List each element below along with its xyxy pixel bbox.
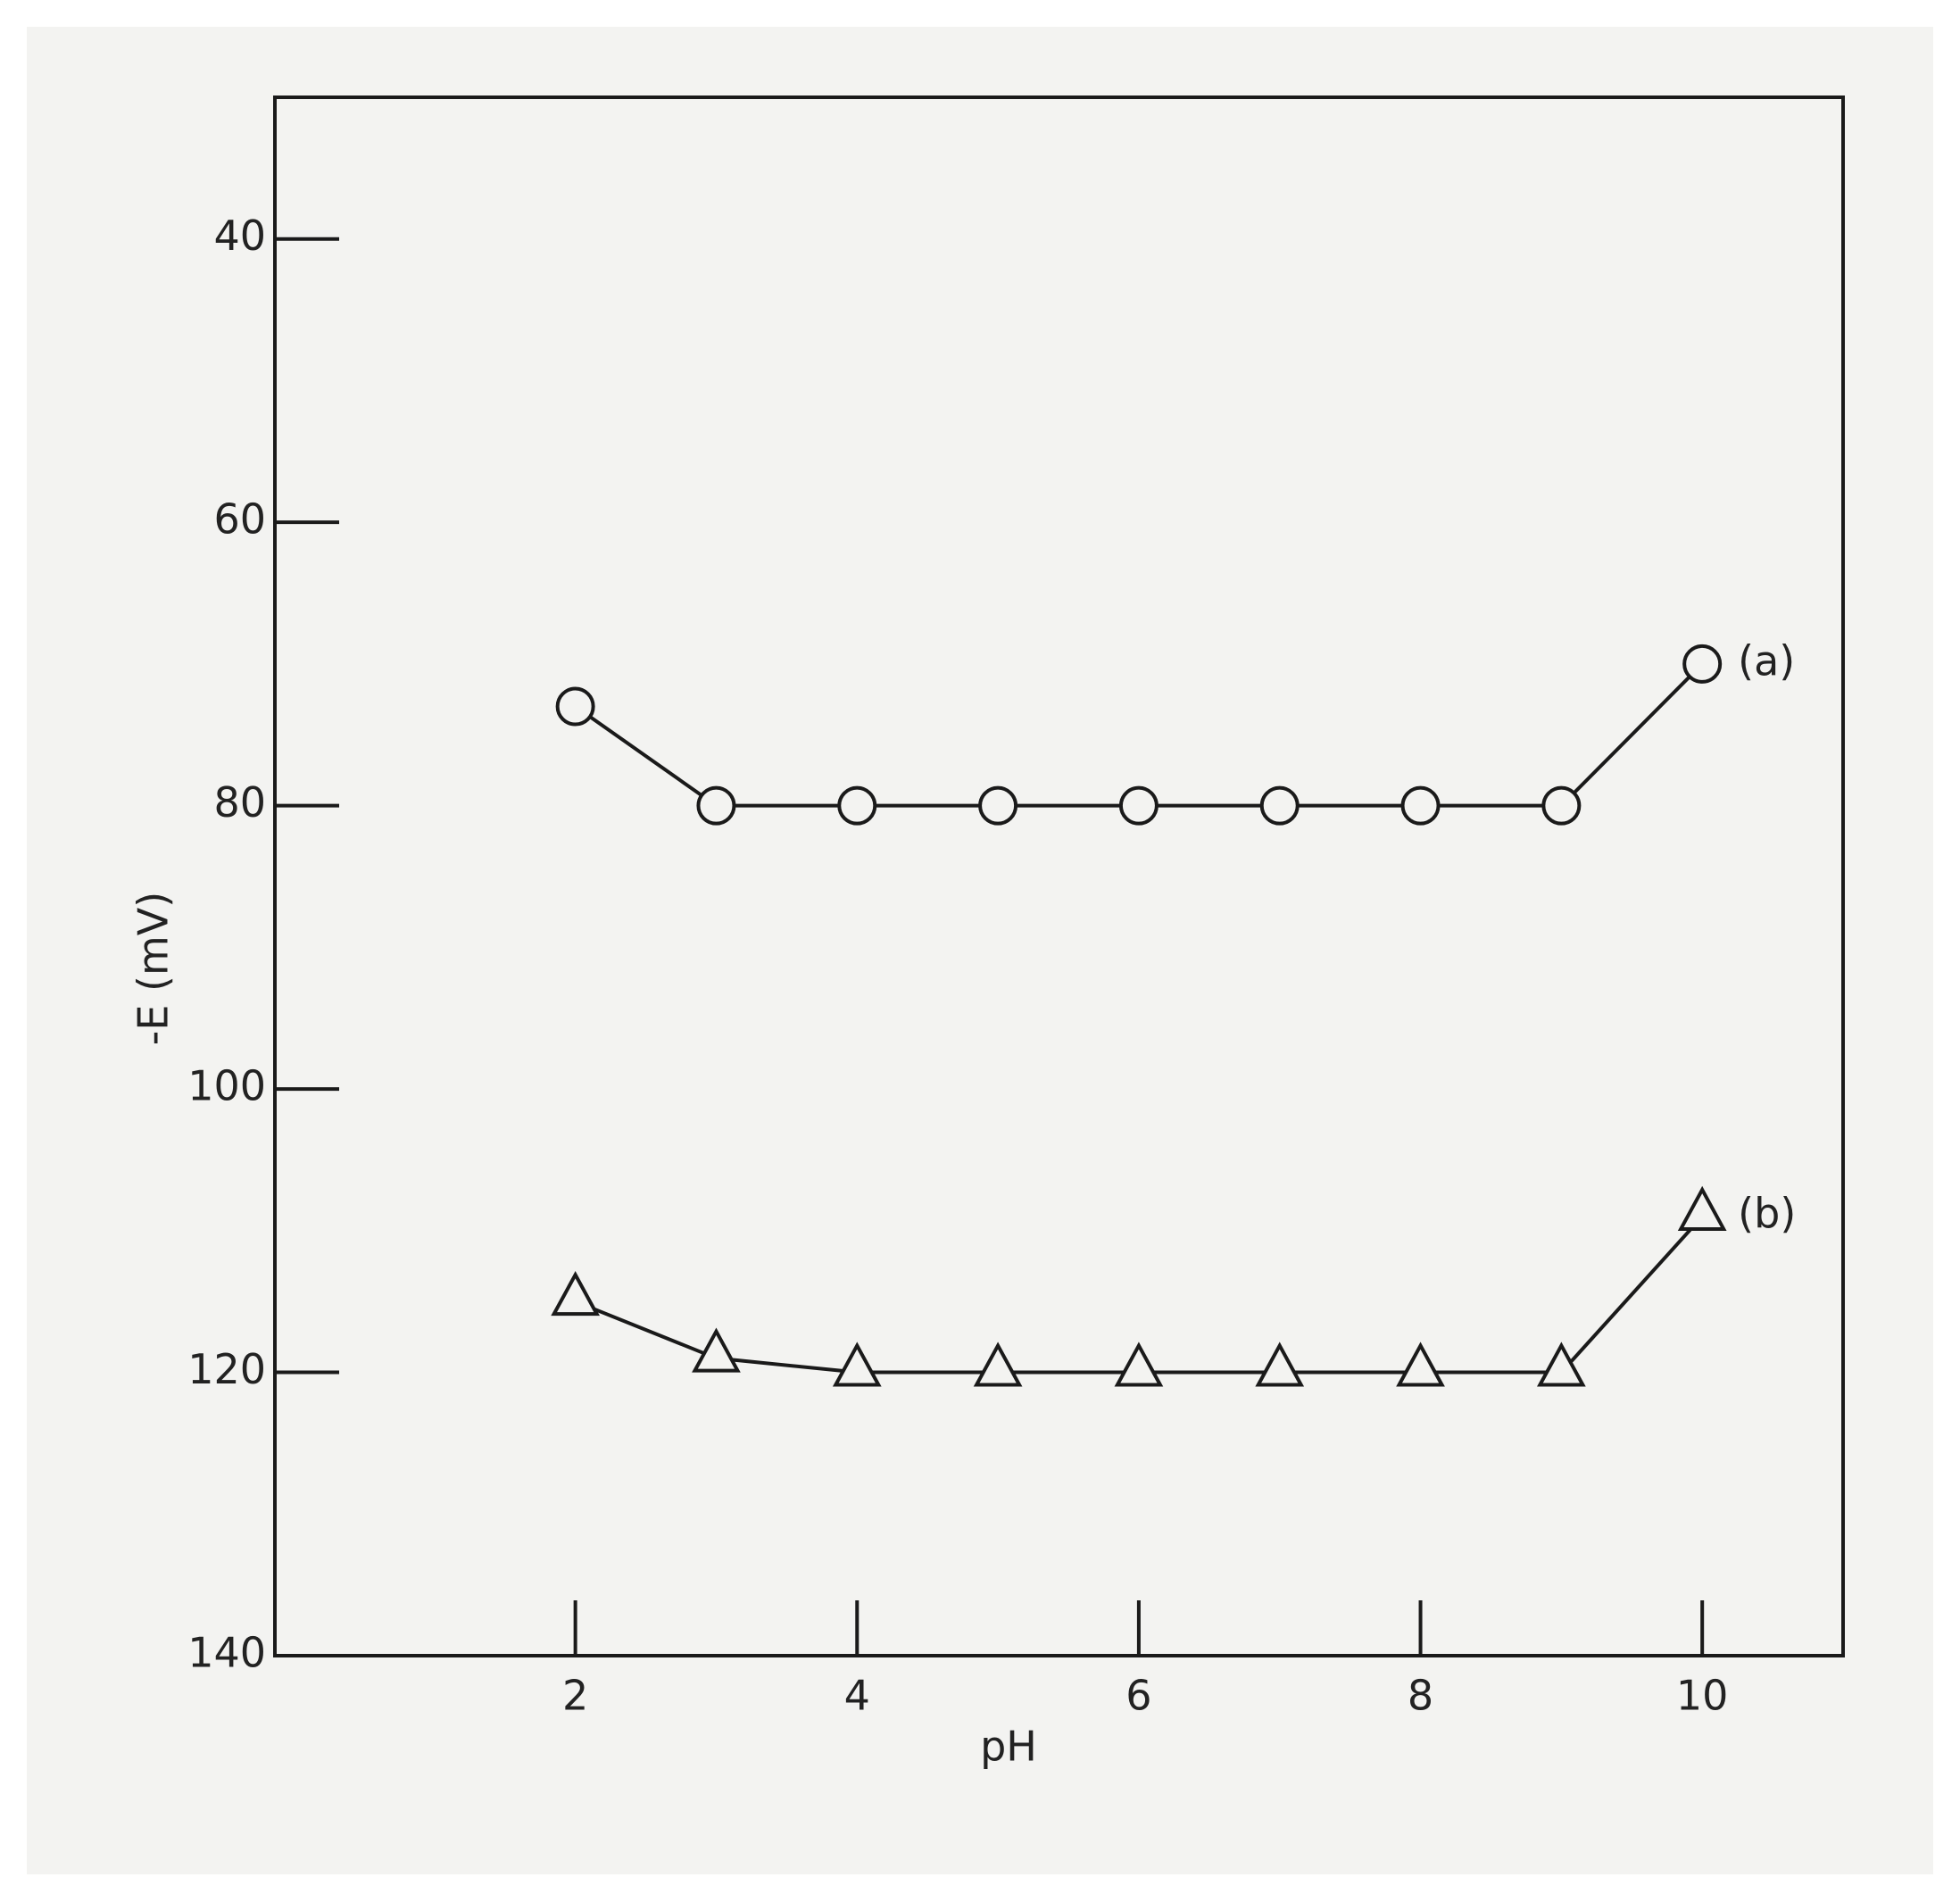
x-tick-label: 6 bbox=[1125, 1672, 1151, 1720]
series-label: (b) bbox=[1738, 1189, 1796, 1237]
series-label: (a) bbox=[1738, 636, 1795, 685]
y-tick-label: 140 bbox=[187, 1629, 266, 1677]
point-marker bbox=[1118, 785, 1159, 826]
point-marker bbox=[1259, 785, 1300, 826]
point-marker bbox=[1396, 1342, 1445, 1387]
point-marker bbox=[1536, 1342, 1586, 1387]
point-marker bbox=[1255, 1342, 1305, 1387]
y-tick-label: 100 bbox=[187, 1062, 266, 1110]
point-marker bbox=[692, 1327, 741, 1373]
point-marker bbox=[973, 1342, 1023, 1387]
point-marker bbox=[837, 785, 877, 826]
x-axis-label: pH bbox=[980, 1723, 1037, 1771]
point-marker bbox=[555, 686, 595, 727]
y-tick-label: 80 bbox=[213, 778, 266, 827]
point-marker bbox=[832, 1342, 882, 1387]
point-marker bbox=[696, 785, 736, 826]
plot-frame bbox=[273, 96, 1845, 1657]
y-axis-label: -E (mV) bbox=[129, 892, 178, 1045]
x-tick-label: 2 bbox=[562, 1672, 588, 1720]
point-marker bbox=[978, 785, 1018, 826]
point-marker bbox=[1677, 1185, 1727, 1231]
x-tick-label: 10 bbox=[1676, 1672, 1729, 1720]
point-marker bbox=[1400, 785, 1441, 826]
point-marker bbox=[551, 1271, 601, 1317]
x-tick-label: 4 bbox=[844, 1672, 870, 1720]
point-marker bbox=[1682, 644, 1723, 684]
point-marker bbox=[1541, 785, 1582, 826]
y-tick-label: 40 bbox=[213, 212, 266, 260]
y-tick-label: 60 bbox=[213, 495, 266, 544]
point-marker bbox=[1114, 1342, 1164, 1387]
y-tick-label: 120 bbox=[187, 1345, 266, 1393]
paper bbox=[27, 27, 1933, 1874]
x-tick-label: 8 bbox=[1408, 1672, 1433, 1720]
